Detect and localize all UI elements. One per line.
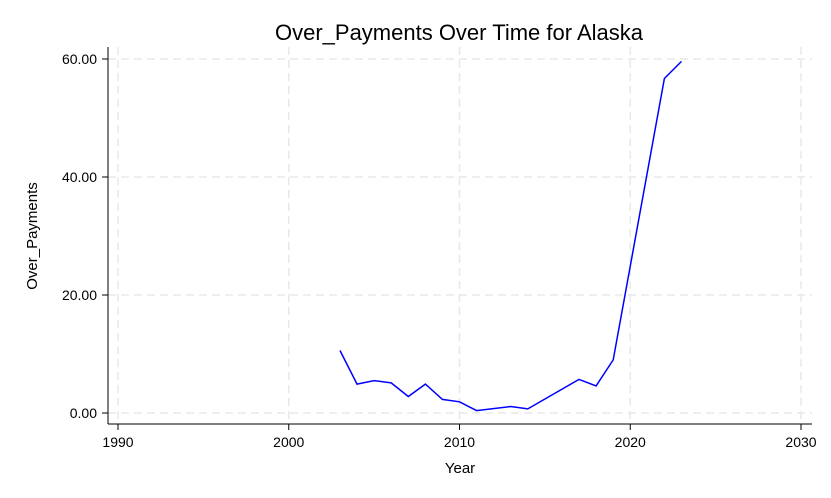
y-tick-label: 60.00 (62, 51, 97, 67)
series-line (339, 60, 683, 412)
series-group (339, 60, 683, 412)
x-axis-ticks: 1990 2000 2010 2020 2030 (102, 424, 817, 450)
y-tick-label: 20.00 (62, 287, 97, 303)
x-axis-title: Year (445, 460, 475, 477)
x-tick-label: 2030 (785, 434, 816, 450)
y-tick-label: 40.00 (62, 169, 97, 185)
y-axis-ticks: 0.00 20.00 40.00 60.00 (62, 51, 108, 421)
x-tick-label: 2000 (273, 434, 304, 450)
grid (108, 47, 812, 424)
y-axis-title: Over_Payments (24, 182, 41, 290)
x-tick-label: 1990 (102, 434, 133, 450)
y-tick-label: 0.00 (70, 405, 97, 421)
x-tick-label: 2010 (444, 434, 475, 450)
chart-title: Over_Payments Over Time for Alaska (275, 20, 644, 45)
x-tick-label: 2020 (615, 434, 646, 450)
